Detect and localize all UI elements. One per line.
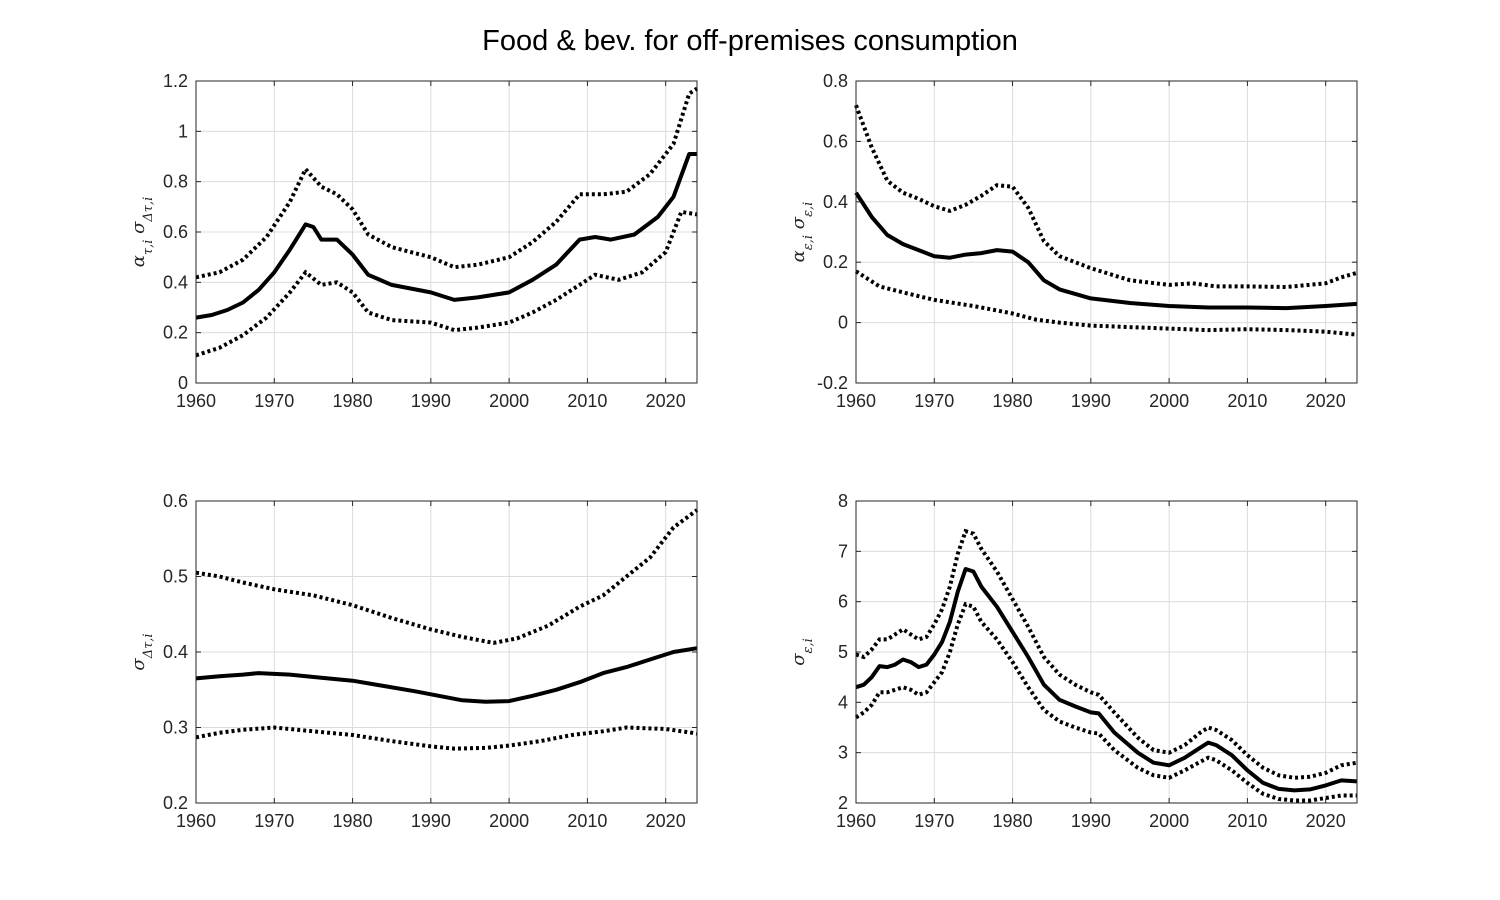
y-tick-label: 0.2 — [163, 323, 188, 343]
y-axis-label: ατ,i σΔτ,i — [128, 197, 156, 268]
x-tick-label: 1970 — [254, 811, 294, 831]
bound-line-2 — [195, 725, 698, 751]
y-tick-label: 0.2 — [163, 793, 188, 813]
x-tick-label: 2020 — [1306, 391, 1346, 411]
x-tick-label: 1960 — [836, 391, 876, 411]
bound-line-2 — [854, 601, 1357, 803]
bound-line-2 — [854, 269, 1358, 337]
y-tick-label: 1.2 — [163, 71, 188, 91]
x-tick-label: 1970 — [254, 391, 294, 411]
y-tick-label: 0.4 — [163, 272, 188, 292]
median-line — [195, 152, 697, 320]
x-tick-label: 1980 — [993, 811, 1033, 831]
subplot-3: 1960 1970 1980 1990 2000 2010 2020 0.2 0.3 0.4 0.5… — [128, 491, 699, 831]
y-tick-label: 3 — [838, 743, 848, 763]
y-tick-label: 7 — [838, 541, 848, 561]
x-tick-label: 2010 — [567, 391, 607, 411]
y-tick-label: 8 — [838, 491, 848, 511]
x-tick-label: 1980 — [993, 391, 1033, 411]
median-line — [195, 646, 698, 704]
y-tick-label: 1 — [178, 121, 188, 141]
x-tick-label: 1990 — [411, 391, 451, 411]
y-tick-label: 0.8 — [163, 172, 188, 192]
x-tick-label: 1980 — [333, 391, 373, 411]
y-axis-label: αε,i σε,i — [788, 202, 816, 263]
subplot-2: 1960 1970 1980 1990 2000 2010 2020 -0.2 0 0.2 0.4 0… — [788, 71, 1358, 411]
y-tick-label: 6 — [838, 592, 848, 612]
y-tick-label: 5 — [838, 642, 848, 662]
x-tick-label: 1960 — [176, 811, 216, 831]
median-line — [855, 567, 1358, 793]
subplot-4: 1960 1970 1980 1990 2000 2010 2020 2 3 4 5 6 7 8 σε,i — [788, 491, 1358, 831]
y-tick-label: -0.2 — [817, 373, 848, 393]
bound-line-1 — [195, 508, 699, 645]
bound-line-2 — [195, 209, 698, 358]
figure-title: Food & bev. for off-premises consumption — [482, 25, 1018, 57]
x-tick-label: 2020 — [646, 811, 686, 831]
y-tick-label: 0.4 — [163, 642, 188, 662]
y-tick-label: 0.6 — [163, 222, 188, 242]
y-axis-label: σε,i — [788, 638, 816, 666]
y-tick-label: 0.3 — [163, 718, 188, 738]
y-tick-label: 0 — [838, 313, 848, 333]
x-tick-label: 1960 — [836, 811, 876, 831]
bound-line-1 — [854, 104, 1358, 290]
grid — [195, 500, 697, 804]
x-tick-label: 2000 — [489, 391, 529, 411]
subplot-grid: 1960 1970 1980 1990 2000 2010 2020 0 0.2 0.4 0.6 0.… — [128, 71, 1358, 831]
axes-box — [855, 80, 1358, 384]
x-tick-label: 1990 — [1071, 391, 1111, 411]
x-tick-label: 2000 — [489, 811, 529, 831]
x-tick-label: 1990 — [1071, 811, 1111, 831]
y-tick-label: 0.5 — [163, 567, 188, 587]
x-tick-label: 1960 — [176, 391, 216, 411]
y-tick-label: 0.8 — [823, 71, 848, 91]
x-tick-label: 1970 — [914, 811, 954, 831]
y-tick-label: 0.6 — [163, 491, 188, 511]
x-tick-label: 2010 — [1227, 391, 1267, 411]
grid — [855, 80, 1357, 384]
x-tick-label: 2020 — [1306, 811, 1346, 831]
y-tick-label: 0.2 — [823, 252, 848, 272]
y-tick-label: 0.4 — [823, 192, 848, 212]
bound-line-1 — [855, 528, 1358, 780]
x-tick-label: 2010 — [1227, 811, 1267, 831]
x-tick-label: 2000 — [1149, 811, 1189, 831]
grid — [855, 500, 1357, 804]
y-tick-label: 0.6 — [823, 131, 848, 151]
y-tick-label: 2 — [838, 793, 848, 813]
x-tick-label: 2000 — [1149, 391, 1189, 411]
x-tick-label: 1970 — [914, 391, 954, 411]
y-tick-label: 0 — [178, 373, 188, 393]
y-axis-label: σΔτ,i — [128, 633, 156, 670]
x-tick-label: 1980 — [333, 811, 373, 831]
x-tick-label: 1990 — [411, 811, 451, 831]
x-tick-label: 2020 — [646, 391, 686, 411]
x-tick-label: 2010 — [567, 811, 607, 831]
subplot-1: 1960 1970 1980 1990 2000 2010 2020 0 0.2 0.4 0.6 0.… — [128, 71, 699, 411]
bound-line-1 — [195, 86, 699, 280]
median-line — [854, 191, 1358, 311]
y-tick-label: 4 — [838, 692, 848, 712]
